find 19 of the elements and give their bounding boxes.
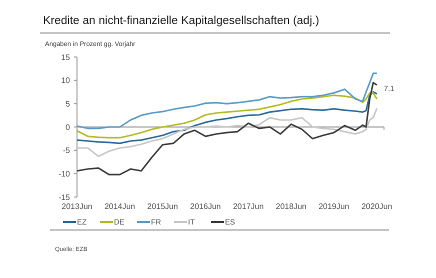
y-tick-label: 5 — [66, 99, 71, 108]
y-tick-label: -5 — [62, 146, 71, 156]
chart-title: Kredite an nicht-finanzielle Kapitalgesellschaften (adj.) — [43, 15, 320, 27]
y-tick-label: -15 — [58, 192, 71, 202]
line-series — [76, 72, 378, 130]
x-tick-label: 2015Jun — [147, 202, 178, 211]
x-tick-label: 2017Jun — [232, 202, 264, 211]
x-tick-label: 2014Jun — [104, 202, 136, 211]
x-tick-label: 2013Jun — [62, 202, 92, 211]
x-tick-label: 2016Jun — [190, 202, 221, 211]
x-tick-label: 2018Jun — [276, 202, 306, 211]
line-series — [76, 82, 378, 176]
y-tick-label: 10 — [61, 76, 71, 86]
y-tick-label: -10 — [58, 169, 71, 178]
x-tick-label: 2019Jun — [318, 202, 350, 211]
y-tick-label: 0 — [66, 122, 71, 132]
x-tick-label: 2020Jun — [361, 202, 392, 211]
y-tick-label: 15 — [61, 52, 71, 62]
line-series — [76, 108, 378, 158]
